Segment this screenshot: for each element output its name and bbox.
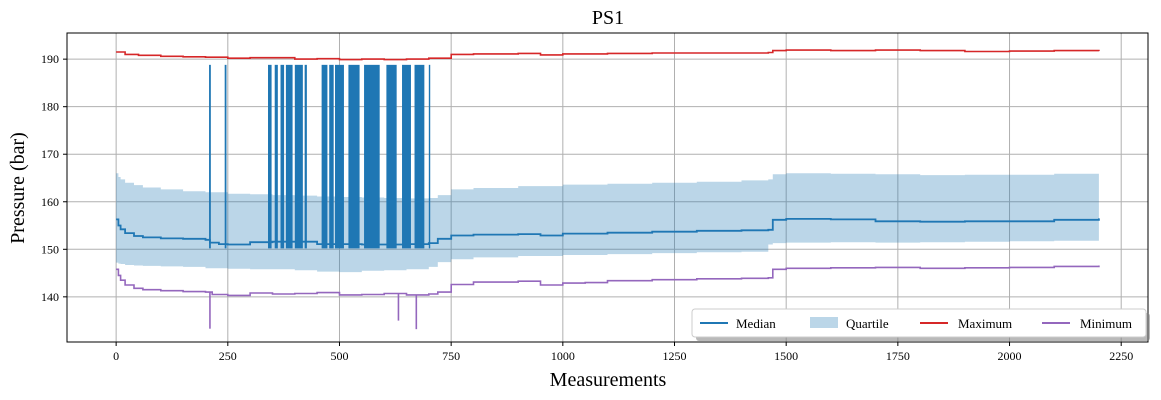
quartile-band — [116, 172, 1099, 273]
x-tick-label: 1000 — [551, 349, 575, 363]
median-spike — [304, 64, 307, 249]
x-tick-label: 750 — [442, 349, 460, 363]
plot-area — [116, 49, 1100, 330]
minimum-line — [116, 265, 1100, 297]
median-spike — [321, 64, 328, 249]
y-tick-label: 180 — [41, 100, 59, 114]
median-spike — [285, 64, 293, 249]
median-spike — [348, 64, 360, 249]
legend-quartile-label: Quartile — [846, 316, 889, 331]
x-axis-label: Measurements — [550, 369, 667, 391]
y-axis: 140 150 160 170 180 190 — [41, 52, 67, 304]
y-tick-label: 150 — [41, 242, 59, 256]
median-spike — [386, 64, 397, 249]
plot-frame — [66, 32, 1149, 343]
legend-box — [691, 308, 1147, 338]
median-spike — [402, 64, 411, 249]
maximum-line — [116, 49, 1100, 61]
x-tick-label: 1500 — [774, 349, 798, 363]
x-axis: 0 250 500 750 1000 1250 1500 1750 2000 2250 — [113, 342, 1133, 363]
median-line — [116, 218, 1100, 246]
chart-title: PS1 — [592, 7, 624, 29]
median-spike — [364, 64, 380, 249]
median-spike — [294, 64, 303, 249]
y-tick-label: 160 — [41, 195, 59, 209]
y-axis-label: Pressure (bar) — [7, 132, 29, 244]
legend-minimum-label: Minimum — [1080, 316, 1132, 331]
median-spike — [268, 64, 272, 249]
median-spike — [274, 64, 278, 249]
median-spike — [224, 64, 227, 249]
x-tick-label: 1250 — [663, 349, 687, 363]
median-spike — [280, 64, 285, 249]
y-tick-label: 170 — [41, 147, 59, 161]
legend: Median Quartile Maximum Minimum — [691, 308, 1150, 341]
x-tick-label: 500 — [330, 349, 348, 363]
median-spike — [414, 64, 425, 249]
x-tick-label: 2000 — [998, 349, 1022, 363]
legend-quartile-swatch — [810, 317, 838, 328]
median-spike — [428, 64, 431, 249]
x-tick-label: 1750 — [886, 349, 910, 363]
median-spike — [209, 64, 211, 249]
x-tick-label: 2250 — [1109, 349, 1133, 363]
grid — [67, 33, 1148, 342]
y-tick-label: 190 — [41, 52, 59, 66]
median-spike — [329, 64, 334, 249]
legend-median-label: Median — [736, 316, 776, 331]
y-tick-label: 140 — [41, 290, 59, 304]
legend-maximum-label: Maximum — [958, 316, 1012, 331]
x-tick-label: 250 — [219, 349, 237, 363]
median-spike — [335, 64, 344, 249]
x-tick-label: 0 — [113, 349, 119, 363]
